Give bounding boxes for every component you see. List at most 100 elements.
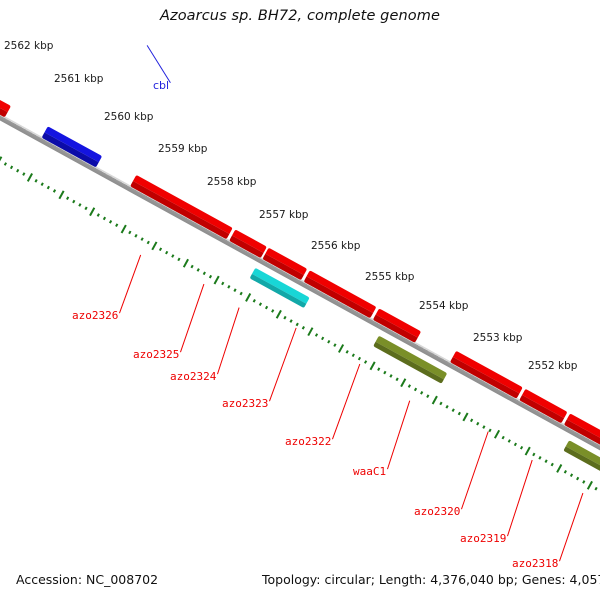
ruler-tick-minor	[134, 233, 138, 238]
ruler-tick-minor	[302, 326, 306, 330]
ruler-tick-minor	[71, 199, 76, 204]
ruler-tick-minor	[569, 473, 573, 477]
scale-label-10: 2552 kbp	[528, 360, 578, 372]
ruler-tick-minor	[227, 285, 231, 289]
ruler-tick-minor	[177, 257, 181, 262]
ruler-tick-minor	[78, 203, 82, 207]
ruler-tick-minor	[482, 425, 486, 429]
ruler-tick-minor	[15, 168, 20, 173]
ruler-tick-minor	[109, 220, 113, 224]
ruler-tick-minor	[488, 428, 492, 433]
ruler-tick-minor	[426, 394, 430, 399]
page-title: Azoarcus sp. BH72, complete genome	[159, 8, 441, 24]
ruler-tick-minor	[165, 250, 169, 255]
ruler-tick-minor	[271, 309, 275, 313]
feature-top-face	[0, 61, 12, 113]
ruler-tick-minor	[470, 418, 474, 423]
ruler-tick-minor	[351, 353, 356, 358]
ruler-tick-major	[26, 173, 34, 183]
ruler-tick-minor	[376, 367, 380, 371]
ruler-tick-minor	[40, 182, 44, 187]
feature-bottom-face	[449, 357, 520, 399]
ruler-tick-minor	[382, 370, 387, 375]
leader-line-azo2318	[559, 492, 584, 562]
ruler-tick-minor	[333, 343, 337, 347]
ruler-tick-minor	[84, 206, 88, 211]
ruler-tick-minor	[563, 469, 567, 474]
ruler-tick-minor	[146, 240, 150, 245]
ruler-tick-major	[493, 429, 500, 439]
scale-label-3: 2559 kbp	[158, 143, 208, 155]
ruler-tick-minor	[221, 281, 225, 286]
gene-label-cbl[interactable]: cbl	[153, 79, 170, 92]
accession-text: Accession: NC_008702	[16, 572, 159, 587]
ruler-tick-major	[0, 155, 3, 165]
ruler-tick-minor	[47, 185, 51, 190]
ruler-tick-minor	[140, 237, 144, 241]
ruler-tick-minor	[283, 315, 287, 320]
ruler-tick-minor	[239, 291, 244, 296]
ruler-tick-minor	[252, 298, 256, 303]
scale-label-4: 2558 kbp	[207, 176, 257, 188]
ruler-tick-minor	[538, 456, 542, 460]
ruler-tick-minor	[258, 302, 262, 306]
leader-line-azo2323	[269, 327, 297, 402]
gene-label-azo2320[interactable]: azo2320	[414, 505, 461, 518]
leader-line-azo2320	[461, 431, 489, 510]
scale-label-1: 2561 kbp	[54, 73, 104, 85]
gene-label-waaC1[interactable]: waaC1	[353, 465, 387, 478]
ruler-tick-minor	[414, 387, 418, 392]
ruler-tick-minor	[544, 459, 548, 464]
ruler-tick-major	[275, 309, 283, 319]
ruler-tick-major	[58, 190, 65, 200]
ruler-tick-major	[182, 258, 189, 268]
gene-label-azo2318[interactable]: azo2318	[512, 557, 559, 570]
ruler-tick-minor	[295, 322, 300, 327]
ruler-tick-major	[369, 361, 376, 371]
ruler-tick-minor	[115, 223, 119, 228]
gene-label-azo2319[interactable]: azo2319	[460, 532, 507, 545]
gene-label-azo2322[interactable]: azo2322	[285, 435, 332, 448]
genome-backbone-axis	[0, 77, 600, 487]
gene-label-azo2324[interactable]: azo2324	[170, 370, 217, 383]
ruler-tick-minor	[171, 254, 175, 258]
ruler-tick-minor	[314, 333, 318, 337]
ruler-tick-major	[400, 378, 407, 388]
scale-label-8: 2554 kbp	[419, 300, 469, 312]
ruler-tick-major	[151, 241, 158, 251]
ruler-tick-minor	[34, 179, 38, 183]
ruler-tick-minor	[9, 165, 13, 170]
ruler-tick-minor	[127, 230, 132, 235]
ruler-tick-minor	[550, 462, 555, 467]
ruler-tick-minor	[582, 480, 586, 484]
ruler-tick-minor	[53, 189, 57, 193]
scale-label-7: 2555 kbp	[365, 271, 415, 283]
ruler-tick-minor	[3, 162, 7, 166]
ruler-tick-minor	[457, 411, 461, 416]
gene-label-azo2326[interactable]: azo2326	[72, 309, 119, 322]
ruler-tick-minor	[451, 408, 455, 412]
gene-label-azo2323[interactable]: azo2323	[222, 397, 269, 410]
leader-line-cbl	[146, 45, 171, 83]
ruler-tick-minor	[420, 391, 424, 395]
gene-feature-azo2320[interactable]	[449, 350, 523, 399]
ruler-tick-minor	[358, 356, 362, 361]
ruler-tick-minor	[289, 319, 293, 323]
ruler-tick-major	[213, 275, 220, 285]
feature-bottom-face	[373, 341, 445, 384]
feature-bottom-face	[130, 181, 230, 240]
ruler-tick-minor	[438, 401, 443, 406]
scale-label-5: 2557 kbp	[259, 209, 309, 221]
ruler-tick-major	[555, 463, 563, 473]
ruler-tick-minor	[202, 271, 206, 276]
ruler-tick-minor	[264, 305, 268, 310]
gene-feature-unlabeled-red-left[interactable]	[0, 61, 12, 118]
scale-label-0: 2562 kbp	[4, 40, 54, 52]
ruler-tick-major	[462, 412, 469, 422]
ruler-tick-major	[306, 326, 314, 337]
feature-bottom-face	[303, 276, 373, 319]
gene-label-azo2325[interactable]: azo2325	[133, 348, 180, 361]
leader-line-waaC1	[387, 400, 411, 470]
leader-line-azo2324	[217, 307, 240, 375]
